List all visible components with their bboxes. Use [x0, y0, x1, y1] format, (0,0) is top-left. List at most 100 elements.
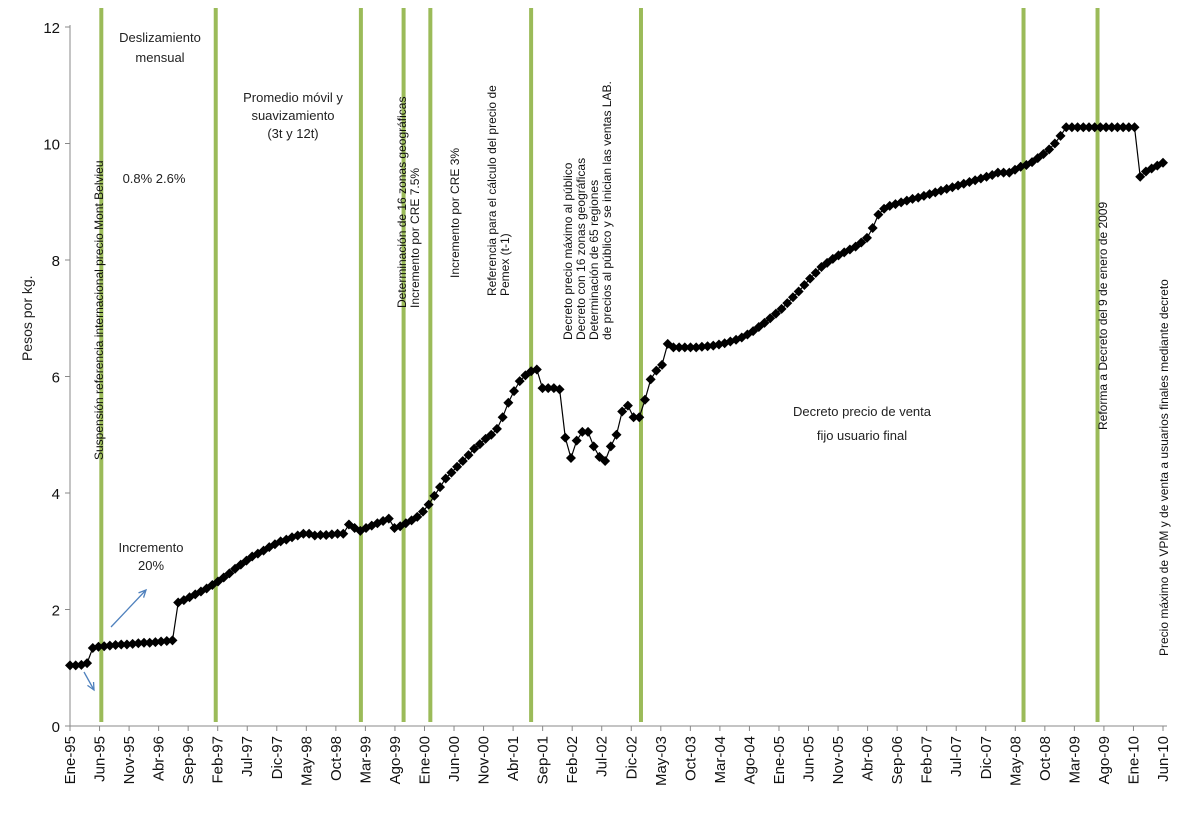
vertical-annotation-line: Determinación de 65 regiones: [587, 180, 601, 340]
x-tick-label: Ago-04: [741, 736, 758, 784]
data-point: [702, 341, 713, 352]
annotation-decreto-fijo: Decreto precio de venta: [793, 404, 932, 419]
annotations: Deslizamiento mensual 0.8% 2.6% Promedio mó…: [83, 30, 1171, 692]
data-point: [514, 376, 525, 387]
x-tick-label: Abr-96: [151, 736, 168, 781]
annotation-promedio: Promedio móvil y: [243, 90, 343, 105]
data-point: [315, 529, 326, 540]
vertical-annotation-line: Reforma a Decreto del 9 de enero de 2009: [1096, 202, 1110, 430]
data-point: [787, 292, 798, 303]
vertical-annotation: Suspensión referencia internacional prec…: [92, 160, 106, 460]
vertical-annotation: Reforma a Decreto del 9 de enero de 2009: [1096, 202, 1110, 430]
data-point: [560, 432, 571, 443]
y-axis-label: Pesos por kg.: [19, 275, 35, 361]
data-point: [679, 342, 690, 353]
data-point: [1123, 122, 1134, 133]
data-point: [770, 308, 781, 319]
data-point: [82, 658, 93, 669]
data-point: [452, 461, 463, 472]
x-tick-label: Jun-10: [1155, 736, 1172, 782]
data-point: [440, 473, 451, 484]
data-point: [759, 317, 770, 328]
data-point: [463, 450, 474, 461]
data-point: [412, 511, 423, 522]
annotation-incremento: 20%: [138, 558, 164, 573]
x-tick-label: Jul-02: [594, 736, 611, 777]
data-point: [810, 267, 821, 278]
vertical-annotation-line: Incremento por CRE 3%: [448, 148, 462, 278]
data-point: [497, 412, 508, 423]
data-point: [1049, 138, 1060, 149]
data-point: [674, 342, 685, 353]
data-point: [685, 342, 696, 353]
data-point: [861, 232, 872, 243]
price-series: [65, 122, 1168, 671]
data-point: [537, 383, 548, 394]
data-point: [1066, 122, 1077, 133]
arrow-small: [83, 671, 95, 691]
x-tick-label: Mar-99: [357, 736, 374, 784]
x-tick-label: Ene-00: [416, 736, 433, 784]
data-point: [998, 167, 1009, 178]
x-tick-label: Sep-96: [180, 736, 197, 784]
x-tick-label: Abr-01: [505, 736, 522, 781]
data-point: [645, 374, 656, 385]
vertical-annotation-line: Decreto precio máximo al público: [561, 162, 575, 340]
data-point: [827, 253, 838, 264]
x-tick-label: Jul-97: [239, 736, 256, 777]
data-point: [588, 441, 599, 452]
data-point: [805, 273, 816, 284]
data-point: [435, 482, 446, 493]
data-point: [332, 528, 343, 539]
data-point: [583, 426, 594, 437]
data-point: [776, 303, 787, 314]
data-point: [634, 412, 645, 423]
x-tick-label: Nov-95: [121, 736, 138, 784]
vertical-annotation: Decreto precio máximo al público Decreto …: [561, 81, 614, 340]
x-tick-label: Feb-07: [919, 736, 936, 784]
x-tick-label: Ene-10: [1125, 736, 1142, 784]
data-point: [321, 529, 332, 540]
y-tick-label: 4: [52, 486, 60, 503]
data-point: [696, 341, 707, 352]
data-point: [1129, 122, 1140, 133]
y-tick-label: 12: [43, 20, 60, 37]
data-point: [1158, 157, 1168, 168]
arrow-increase-head: [138, 588, 148, 598]
data-point: [474, 439, 485, 450]
data-point: [992, 167, 1003, 178]
x-tick-label: Mar-09: [1066, 736, 1083, 784]
axes: 0 2 4 6 8 10 12 Pesos por kg. Ene-95 Jun-95 Nov-95…: [19, 20, 1172, 786]
data-point: [133, 638, 144, 649]
data-point: [150, 637, 161, 648]
vertical-annotation-line: de precios al público y se inician las v…: [600, 81, 614, 340]
data-point: [121, 639, 132, 650]
y-tick-label: 6: [52, 370, 60, 387]
data-point: [600, 455, 611, 466]
data-point: [338, 528, 349, 539]
x-tick-label: Ene-95: [62, 736, 79, 784]
x-tick-label: May-98: [298, 736, 315, 786]
annotation-promedio: suavizamiento: [251, 108, 334, 123]
annotation-incremento: Incremento: [118, 540, 183, 555]
data-point: [856, 237, 867, 248]
data-point: [1072, 122, 1083, 133]
data-point: [1101, 122, 1112, 133]
x-tick-label: Feb-97: [210, 736, 227, 784]
vertical-annotation-line: Suspensión referencia internacional prec…: [92, 160, 106, 460]
y-tick-label: 8: [52, 253, 60, 270]
x-tick-label: Feb-02: [564, 736, 581, 784]
data-point: [1089, 122, 1100, 133]
data-point: [70, 660, 81, 671]
data-point: [577, 426, 588, 437]
annotation-promedio: (3t y 12t): [267, 126, 318, 141]
data-point: [1083, 122, 1094, 133]
vertical-annotation-line: Incremento por CRE 7.5%: [408, 168, 422, 308]
data-point: [668, 342, 679, 353]
data-point: [1112, 122, 1123, 133]
data-point: [1044, 144, 1055, 155]
data-point: [1078, 122, 1089, 133]
data-point: [139, 637, 150, 648]
data-point: [628, 412, 639, 423]
data-point: [657, 359, 668, 370]
